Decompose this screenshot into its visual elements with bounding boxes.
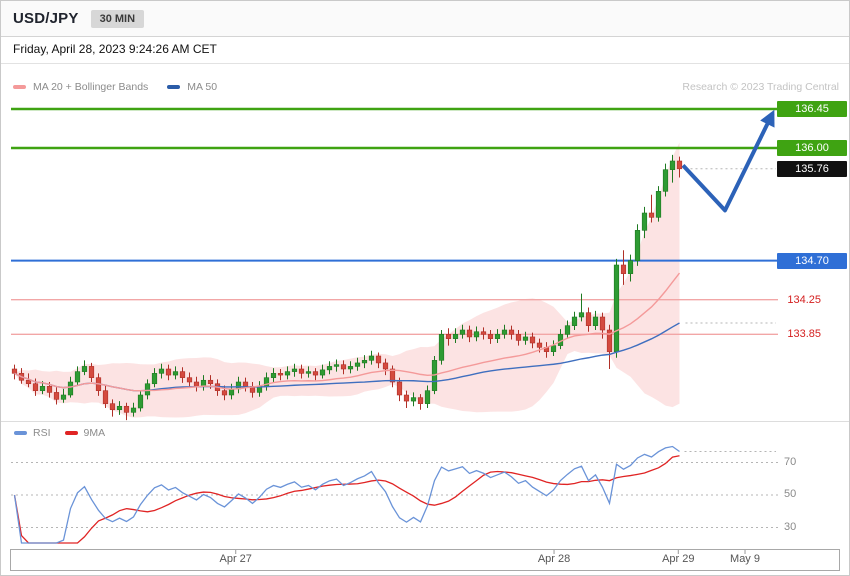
ma9-swatch — [64, 431, 78, 435]
rsi-panel-divider — [1, 421, 849, 422]
header-bar: USD/JPY 30 MIN — [1, 1, 849, 37]
rsi-label: RSI — [33, 427, 51, 439]
pair-title: USD/JPY — [13, 10, 79, 27]
research-watermark: Research © 2023 Trading Central — [682, 81, 839, 93]
rsi-swatch — [14, 431, 27, 435]
ma50-swatch — [167, 85, 181, 89]
ma20-bollinger-label: MA 20 + Bollinger Bands — [33, 81, 149, 93]
rsi-legend: RSI 9MA — [14, 427, 113, 439]
ma20-bollinger-swatch — [13, 85, 26, 89]
timeframe-badge: 30 MIN — [90, 9, 145, 28]
datetime-text: Friday, April 28, 2023 9:24:26 AM CET — [13, 42, 217, 56]
xaxis-box — [10, 549, 840, 571]
main-chart-legend: MA 20 + Bollinger Bands MA 50 — [13, 81, 229, 93]
header-divider — [1, 63, 849, 64]
ma50-label: MA 50 — [187, 81, 218, 93]
ma9-label: 9MA — [83, 427, 106, 439]
